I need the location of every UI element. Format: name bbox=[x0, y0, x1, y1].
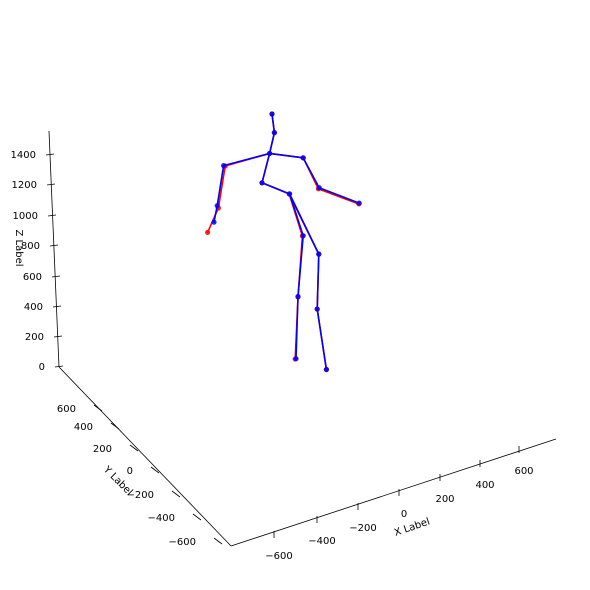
z-axis-ticks: 0 200 400 600 800 1000 1200 1400 bbox=[11, 150, 64, 373]
z-tick-mark bbox=[51, 275, 61, 278]
skeleton-bone bbox=[217, 165, 226, 209]
y-tick-label: 0 bbox=[127, 466, 133, 477]
skeleton-bone bbox=[261, 152, 271, 184]
skeleton-joint bbox=[314, 306, 320, 312]
skeleton-bone bbox=[295, 295, 299, 360]
z-tick-mark bbox=[53, 335, 63, 338]
x-tick-label: 400 bbox=[475, 480, 494, 491]
z-tick-label: 400 bbox=[24, 302, 43, 313]
x-axis-ticks: −600 −400 −200 0 200 400 600 bbox=[265, 446, 534, 562]
skeleton-bone bbox=[288, 193, 305, 237]
x-tick-label: 200 bbox=[435, 494, 454, 505]
x-tick-label: −600 bbox=[265, 551, 292, 562]
skeleton-series-1 bbox=[205, 111, 362, 373]
z-tick-label: 200 bbox=[25, 332, 44, 343]
y-tick-label: 400 bbox=[74, 422, 93, 433]
skeleton-joint bbox=[269, 111, 275, 117]
z-axis-line bbox=[48, 130, 60, 368]
skeleton-bone bbox=[316, 308, 328, 371]
skeleton-joint bbox=[316, 185, 322, 191]
skeleton-bone bbox=[288, 193, 320, 255]
skeleton-bone bbox=[318, 186, 361, 204]
y-axis-line bbox=[58, 366, 232, 547]
x-axis: −600 −400 −200 0 200 400 600 X Label bbox=[230, 438, 557, 562]
skeleton-joint bbox=[214, 203, 220, 209]
skeleton-joint bbox=[259, 180, 265, 186]
skeleton-joint bbox=[293, 356, 299, 362]
z-tick-label: 1000 bbox=[13, 211, 38, 222]
y-tick-label: −400 bbox=[148, 513, 175, 524]
z-tick-label: 1400 bbox=[11, 150, 36, 161]
y-tick-mark bbox=[192, 513, 202, 521]
skeleton-bone bbox=[271, 113, 276, 134]
z-tick-mark bbox=[52, 305, 62, 308]
skeleton-bone bbox=[268, 152, 305, 159]
skeleton-bone bbox=[268, 131, 276, 155]
skeleton-joint bbox=[356, 200, 362, 206]
x-tick-label: 0 bbox=[401, 509, 407, 520]
skeleton-joint bbox=[287, 191, 293, 197]
x-axis-label: X Label bbox=[393, 516, 432, 538]
y-tick-mark bbox=[213, 537, 223, 545]
skeleton-bone bbox=[213, 204, 218, 223]
z-tick-mark bbox=[54, 365, 64, 368]
z-tick-mark bbox=[46, 183, 56, 186]
skeleton-joint bbox=[221, 163, 227, 169]
skeleton-bone bbox=[222, 152, 271, 167]
skeleton-plot bbox=[205, 111, 362, 373]
x-tick-label: −200 bbox=[349, 523, 376, 534]
z-axis: 0 200 400 600 800 1000 1200 1400 Z Label bbox=[11, 130, 64, 373]
z-tick-label: 800 bbox=[21, 241, 40, 252]
skeleton-bone bbox=[316, 253, 320, 310]
x-tick-label: −400 bbox=[308, 536, 335, 547]
skeleton-joint bbox=[295, 293, 301, 300]
z-tick-mark bbox=[45, 153, 55, 156]
skeleton-series-2 bbox=[211, 111, 362, 373]
z-tick-label: 0 bbox=[39, 362, 45, 373]
skeleton-joint bbox=[205, 229, 211, 236]
y-tick-label: 200 bbox=[93, 444, 112, 455]
z-axis-label: Z Label bbox=[13, 229, 24, 266]
y-tick-mark bbox=[93, 404, 103, 412]
y-tick-label: −200 bbox=[127, 490, 154, 501]
skeleton-joint bbox=[300, 155, 306, 161]
skeleton-joint bbox=[271, 130, 277, 136]
skeleton-bone bbox=[317, 188, 360, 205]
skeleton-joint bbox=[300, 233, 306, 239]
skeleton-bone bbox=[216, 164, 225, 207]
skeleton-joint bbox=[211, 219, 217, 225]
z-tick-label: 1200 bbox=[12, 180, 37, 191]
y-tick-mark bbox=[110, 422, 120, 430]
skeleton-joint bbox=[316, 251, 322, 257]
y-tick-mark bbox=[171, 490, 181, 498]
x-tick-label: 600 bbox=[514, 466, 533, 477]
z-tick-mark bbox=[47, 214, 57, 217]
y-tick-mark bbox=[129, 444, 139, 452]
skeleton-joint bbox=[267, 150, 273, 157]
z-tick-label: 600 bbox=[23, 272, 42, 283]
skeleton-bone bbox=[261, 181, 291, 195]
y-tick-mark bbox=[150, 466, 160, 474]
skeleton-joint bbox=[323, 366, 329, 373]
skeleton-bone bbox=[302, 157, 321, 189]
x-axis-line bbox=[230, 438, 557, 547]
y-tick-label: 600 bbox=[57, 404, 76, 415]
skeleton-bone bbox=[297, 234, 305, 298]
z-tick-mark bbox=[49, 244, 59, 247]
y-tick-label: −600 bbox=[169, 537, 196, 548]
